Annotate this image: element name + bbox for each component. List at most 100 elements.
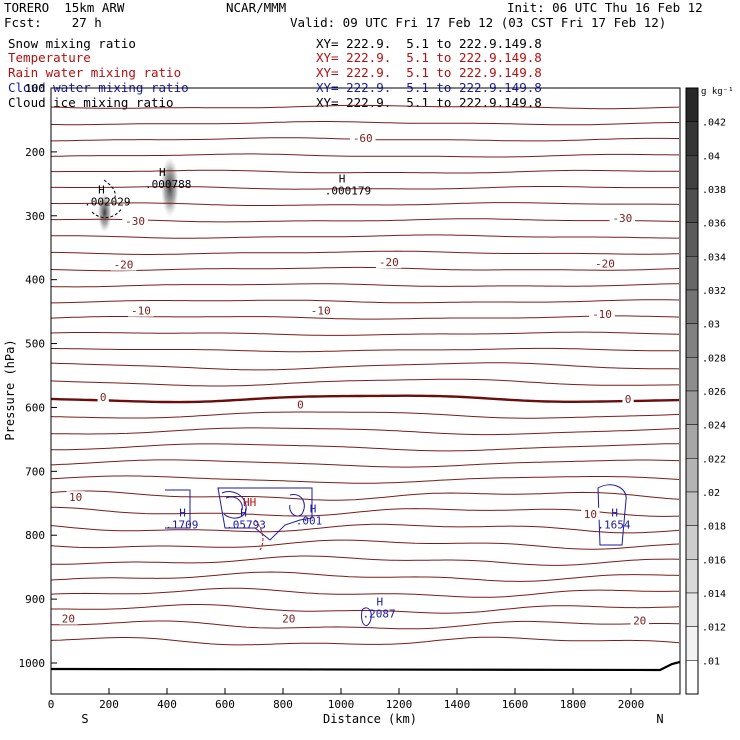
colorbar-label: .014 (702, 589, 726, 600)
isotherm-label-bg (349, 132, 376, 145)
fcst-label: Fcst: 27 h (4, 15, 102, 30)
isotherm-label: -30 (125, 215, 145, 228)
maximum-value-label: .000179 (325, 184, 371, 197)
init-label: Init: 06 UTC Thu 16 Feb 12 (507, 0, 703, 15)
colorbar-label: .022 (702, 454, 726, 465)
y-tick-label: 400 (25, 274, 45, 287)
isotherm-label-bg (128, 304, 154, 317)
isotherm-label: -10 (311, 305, 331, 318)
isotherm (51, 539, 680, 550)
isotherm (51, 506, 680, 517)
colorbar-label: .018 (702, 522, 726, 533)
colorbar-label: .026 (702, 387, 726, 398)
isotherm-label: 20 (62, 613, 75, 626)
isotherm (51, 347, 679, 353)
isotherm-label: -30 (612, 212, 632, 225)
cloud-water-contour (361, 607, 372, 626)
isotherm-label: 0 (100, 391, 107, 404)
colorbar-segment (685, 660, 699, 695)
isotherm (51, 571, 680, 582)
isotherm-label: -20 (114, 259, 134, 272)
isotherm (51, 218, 680, 223)
colorbar-segment (685, 256, 699, 291)
maximum-h-marker: H (339, 172, 346, 185)
y-tick-label: 300 (25, 210, 45, 223)
colorbar-segment (685, 559, 699, 594)
isotherm-label-bg (307, 304, 334, 317)
isotherm-label: 10 (69, 491, 82, 504)
x-tick-label: 2000 (618, 698, 645, 711)
cloud-water-contour (217, 487, 313, 541)
colorbar-label: .016 (702, 555, 726, 566)
colorbar-label: .034 (702, 252, 726, 263)
isotherm (51, 411, 680, 419)
valid-label: Valid: 09 UTC Fri 17 Feb 12 (03 CST Fri … (290, 15, 667, 30)
isotherm (51, 185, 679, 190)
isotherm-label-bg (66, 491, 85, 504)
model-label: TORERO 15km ARW (4, 0, 125, 15)
colorbar-label: .03 (702, 320, 720, 331)
isotherm (51, 620, 680, 630)
y-tick-label: 900 (25, 593, 45, 606)
isotherm-label: 20 (282, 613, 295, 626)
terrain-surface-line (51, 660, 680, 672)
y-tick-label: 100 (25, 82, 45, 95)
maximum-value-label: .001 (296, 515, 323, 528)
isotherm-label-bg (122, 215, 148, 228)
colorbar-segment (685, 592, 699, 627)
y-tick-label: 1000 (19, 657, 46, 670)
cloud-water-contour (289, 494, 305, 517)
cloud-water-contour (221, 491, 247, 519)
colorbar-label: .04 (702, 151, 720, 162)
isotherm (51, 331, 680, 336)
x-axis-title: Distance (km) (323, 712, 417, 726)
y-tick-label: 700 (25, 465, 45, 478)
maximum-value-label: .2087 (363, 607, 396, 620)
isotherm-label-bg (97, 390, 109, 403)
x-tick-label: 800 (273, 698, 293, 711)
maximum-value-label: .1709 (165, 519, 198, 532)
x-tick-label: 200 (99, 698, 119, 711)
field-xy-rain: XY= 222.9. 5.1 to 222.9.149.8 (316, 65, 542, 80)
colorbar-segment (685, 188, 699, 223)
x-tick-label: 1000 (328, 698, 355, 711)
snow-maximum-shading (97, 192, 112, 233)
field-label-snow: Snow mixing ratio (8, 36, 136, 51)
isotherm (51, 250, 680, 255)
maximum-value-label: .000788 (145, 178, 191, 191)
isotherm-label: -20 (379, 256, 399, 269)
center-label: NCAR/MMM (226, 0, 287, 15)
isotherm (51, 104, 680, 110)
x-tick-label: 1800 (560, 698, 587, 711)
colorbar-label: .01 (702, 656, 720, 667)
colorbar-label: .038 (702, 185, 726, 196)
colorbar-segment (685, 323, 699, 358)
isotherm-label-bg (589, 307, 615, 320)
colorbar-frame (685, 87, 699, 695)
isotherm (51, 362, 680, 371)
colorbar-segment (685, 222, 699, 257)
isotherm-label-bg (59, 612, 78, 625)
isotherm-label: 0 (297, 399, 304, 412)
isotherm-label-bg (294, 398, 306, 411)
isotherm-label-bg (376, 256, 402, 269)
isotherm (51, 490, 680, 501)
y-tick-label: 800 (25, 529, 45, 542)
isotherm-label: 0 (625, 393, 632, 406)
maximum-value-label: .1654 (597, 519, 630, 532)
colorbar-label: .024 (702, 421, 726, 432)
isotherm-label-bg (609, 211, 636, 224)
isotherm-label-bg (110, 258, 137, 271)
isotherm-label: -10 (131, 305, 151, 318)
x-end-label-north: N (656, 712, 663, 726)
isotherm-label: 10 (584, 508, 597, 521)
colorbar-segment (685, 626, 699, 661)
colorbar-label: .032 (702, 286, 726, 297)
colorbar-unit: g kg⁻¹ (701, 87, 734, 97)
isotherm-zero (51, 394, 680, 404)
isotherm (51, 443, 679, 452)
isotherm (51, 234, 679, 239)
y-tick-label: 200 (25, 146, 45, 159)
colorbar-segment (685, 491, 699, 526)
maximum-value-label: .05793 (226, 519, 266, 532)
